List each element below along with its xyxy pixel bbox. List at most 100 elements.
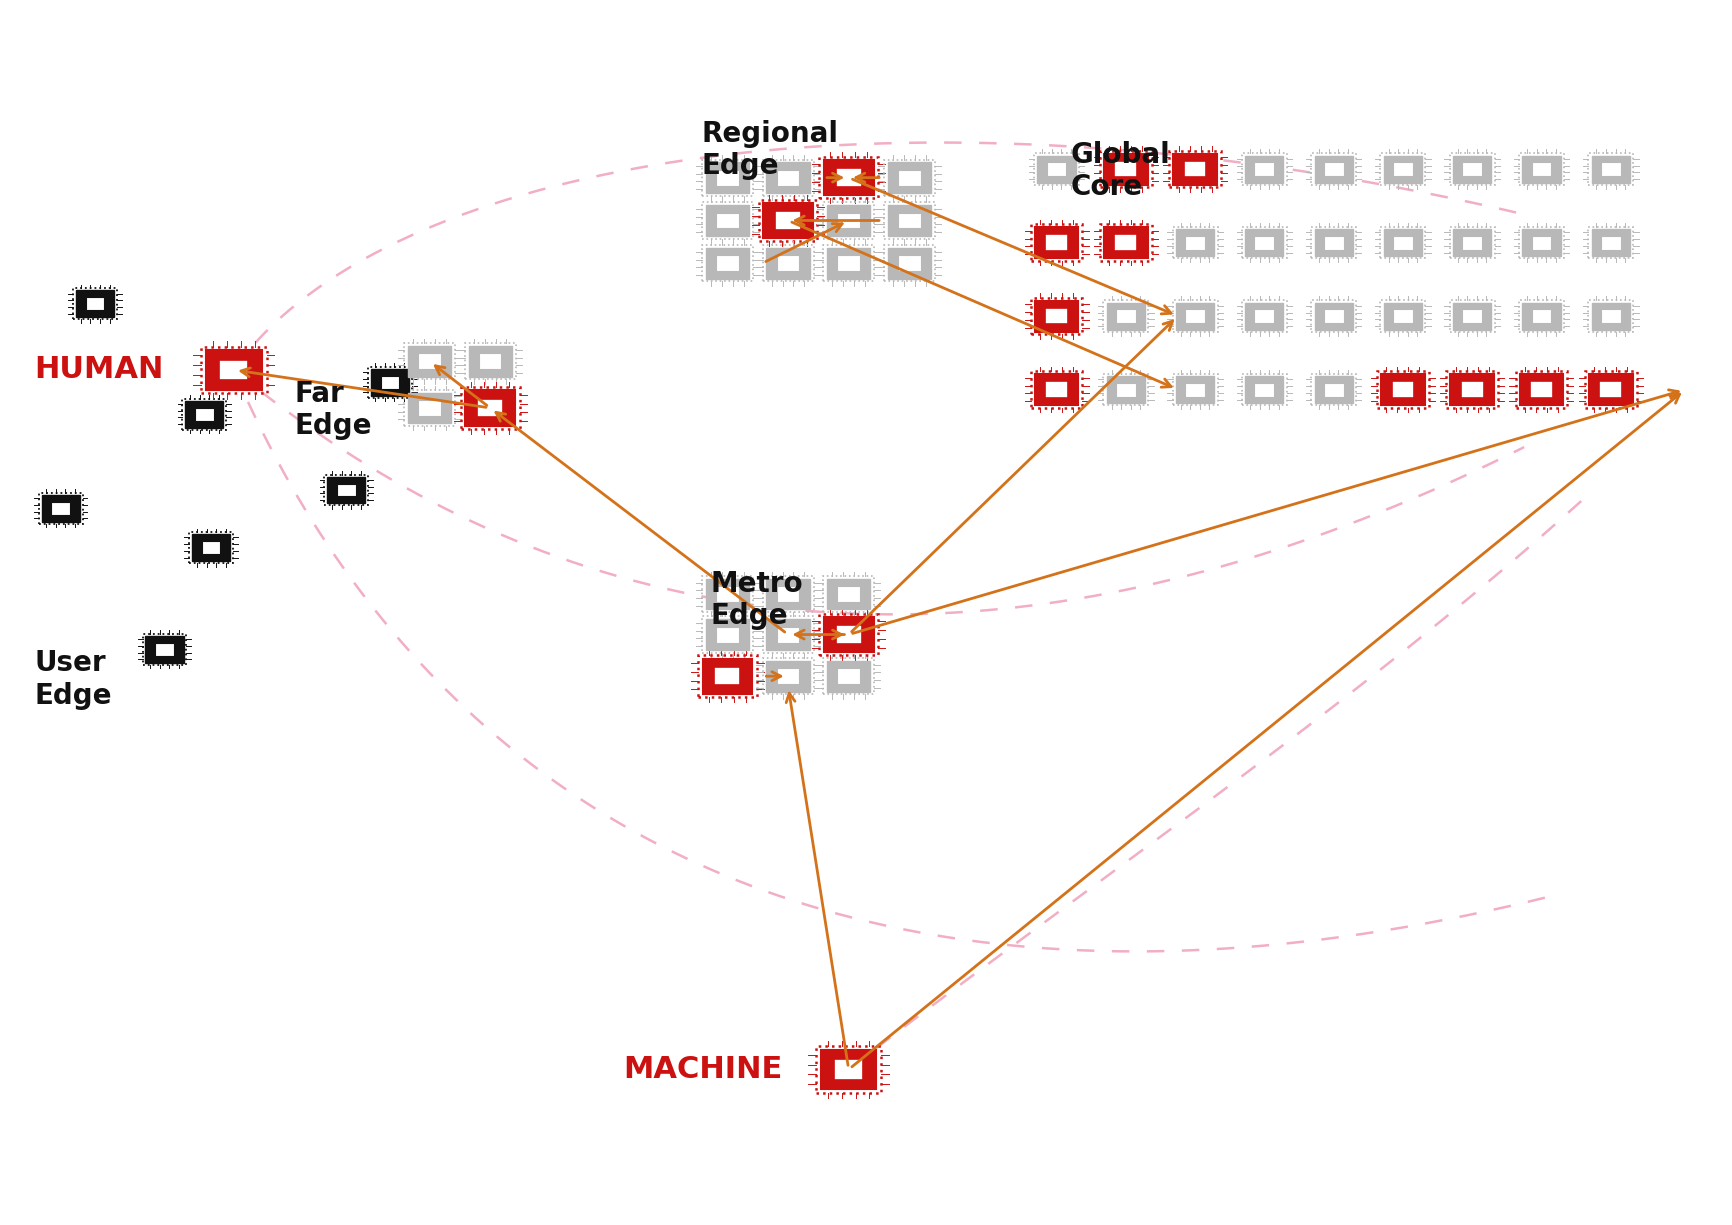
Bar	[1531, 162, 1552, 176]
Bar	[1173, 300, 1218, 332]
Bar	[196, 408, 213, 420]
Bar	[468, 345, 511, 376]
Bar	[1453, 156, 1491, 183]
Bar	[776, 255, 798, 271]
Bar	[828, 205, 869, 235]
Bar	[1176, 303, 1214, 330]
Bar	[1599, 381, 1623, 398]
Bar	[838, 668, 861, 684]
Bar	[1031, 371, 1082, 408]
Bar	[762, 658, 814, 695]
Bar	[156, 643, 173, 655]
Bar	[1100, 151, 1152, 187]
Bar	[201, 347, 267, 393]
Bar	[1588, 374, 1633, 405]
Bar	[338, 484, 355, 496]
Bar	[206, 350, 262, 390]
Bar	[707, 162, 748, 192]
Bar	[1254, 309, 1275, 323]
Bar	[1323, 382, 1344, 397]
Bar	[1462, 309, 1483, 323]
Bar	[838, 586, 861, 601]
Bar	[1516, 371, 1567, 408]
Bar	[715, 668, 740, 685]
Bar	[1034, 374, 1079, 405]
Bar	[1245, 229, 1283, 256]
Bar	[1169, 151, 1221, 187]
Bar	[837, 626, 861, 643]
Bar	[1115, 382, 1136, 397]
Bar	[717, 212, 740, 228]
Bar	[1034, 227, 1079, 258]
Bar	[899, 255, 921, 271]
Bar	[766, 162, 811, 192]
Bar	[766, 662, 811, 691]
Bar	[87, 298, 104, 310]
Bar	[1585, 371, 1637, 408]
Bar	[1242, 227, 1287, 258]
Bar	[1315, 229, 1353, 256]
Bar	[824, 160, 873, 195]
Bar	[764, 203, 812, 238]
Bar	[1173, 374, 1218, 405]
Bar	[883, 245, 935, 282]
Bar	[189, 532, 234, 564]
Bar	[1529, 381, 1554, 398]
Bar	[889, 162, 932, 192]
Bar	[883, 159, 935, 196]
Bar	[1100, 224, 1152, 261]
Bar	[381, 376, 398, 388]
Bar	[1384, 229, 1422, 256]
Bar	[1380, 227, 1425, 258]
Text: Regional
Edge: Regional Edge	[701, 120, 838, 180]
Bar	[701, 159, 753, 196]
Bar	[404, 390, 456, 426]
Bar	[1323, 309, 1344, 323]
Bar	[1103, 374, 1148, 405]
Bar	[1380, 374, 1425, 405]
Bar	[1588, 227, 1633, 258]
Bar	[409, 392, 450, 423]
Text: Far
Edge: Far Edge	[294, 380, 372, 440]
Bar	[703, 659, 752, 693]
Bar	[76, 290, 114, 317]
Bar	[1103, 227, 1148, 258]
Bar	[371, 369, 409, 396]
Bar	[889, 247, 932, 278]
Bar	[1600, 162, 1621, 176]
Bar	[762, 159, 814, 196]
Bar	[1393, 235, 1413, 250]
Bar	[1600, 309, 1621, 323]
Bar	[1242, 374, 1287, 405]
Bar	[1519, 227, 1564, 258]
Bar	[1185, 309, 1205, 323]
Bar	[1185, 382, 1205, 397]
Bar	[1245, 376, 1283, 403]
Bar	[1044, 381, 1069, 398]
Bar	[1384, 303, 1422, 330]
Bar	[824, 617, 873, 652]
Bar	[1384, 156, 1422, 183]
Bar	[1114, 160, 1138, 178]
Bar	[324, 474, 369, 506]
Bar	[1522, 303, 1561, 330]
Bar	[707, 578, 748, 609]
Bar	[1588, 153, 1633, 185]
Bar	[776, 668, 798, 684]
Bar	[1176, 376, 1214, 403]
Bar	[1315, 156, 1353, 183]
Bar	[717, 169, 740, 185]
Bar	[185, 401, 223, 428]
Bar	[461, 387, 520, 429]
Bar	[466, 391, 514, 425]
Bar	[707, 620, 748, 649]
Bar	[1311, 153, 1356, 185]
Bar	[776, 212, 800, 229]
Bar	[1380, 153, 1425, 185]
Bar	[701, 616, 753, 653]
Bar	[1107, 376, 1145, 403]
Bar	[1034, 300, 1079, 332]
Bar	[1522, 229, 1561, 256]
Bar	[1531, 309, 1552, 323]
Bar	[823, 658, 875, 695]
